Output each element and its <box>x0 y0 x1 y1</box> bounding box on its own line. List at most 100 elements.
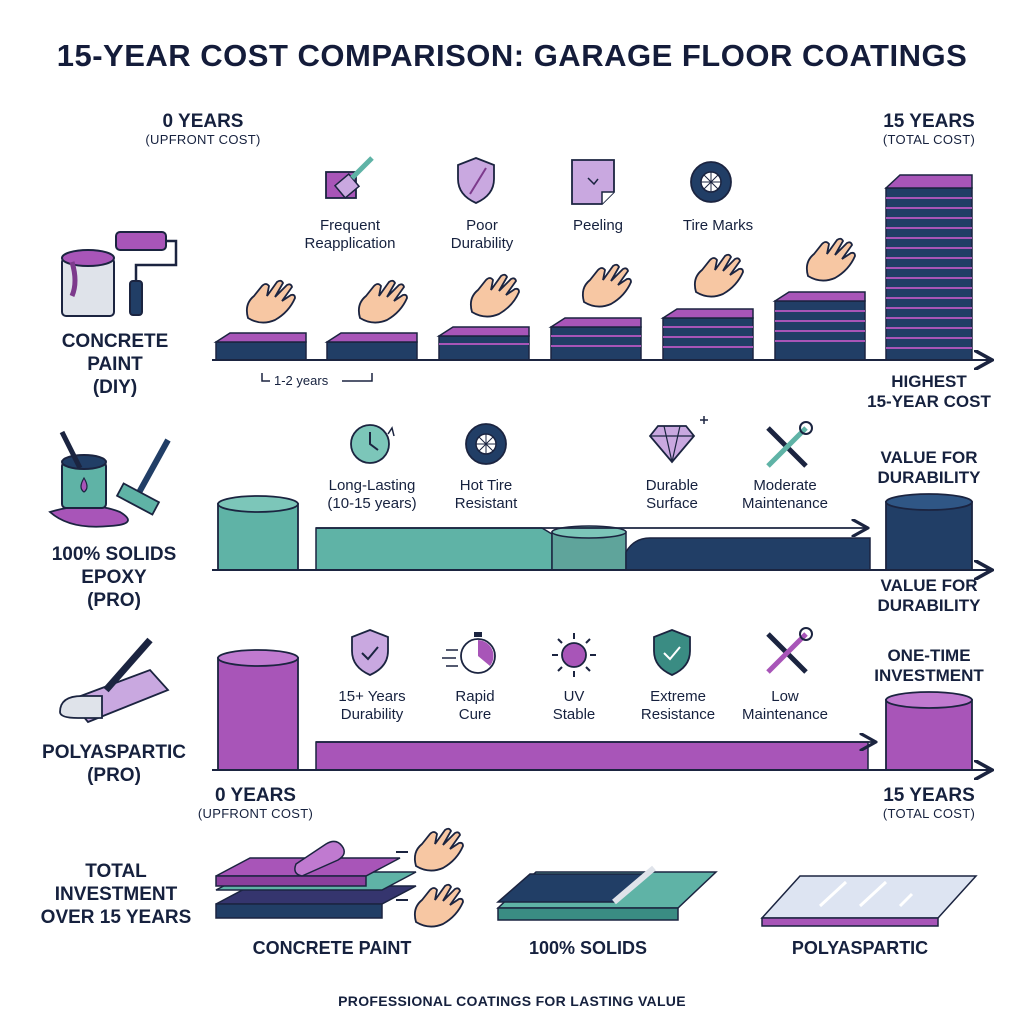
end-sublabel: (TOTAL COST) <box>882 132 976 147</box>
hand-icon <box>693 253 744 298</box>
sun-icon <box>552 633 596 677</box>
row-label-line: PAINT <box>87 354 143 375</box>
interval-label: 1-2 years <box>274 373 329 388</box>
bottom-axis-end: 15 YEARS (TOTAL COST) <box>864 785 994 822</box>
end-label: 15 YEARS <box>883 111 975 132</box>
interval-bracket <box>261 373 373 382</box>
epoxy-can-squeegee-icon <box>48 430 171 528</box>
poly-end-label: ONE-TIME INVESTMENT <box>854 646 1004 686</box>
feature-line: Reapplication <box>304 235 396 252</box>
tools-icon <box>766 421 813 468</box>
row-label-epoxy: 100% SOLIDS EPOXY (PRO) <box>28 543 200 612</box>
total-item-concrete-paint: CONCRETE PAINT <box>252 938 412 958</box>
end-label-line: INVESTMENT <box>874 666 984 685</box>
feature-hot-tire-resistant: Hot Tire Resistant <box>421 477 551 513</box>
feature-extreme-resistance: Extreme Resistance <box>613 688 743 724</box>
diamond-icon <box>648 416 708 464</box>
hand-icon <box>413 827 464 872</box>
row-label-line: 100% SOLIDS <box>51 544 177 565</box>
feature-line: Moderate <box>753 477 817 494</box>
tools-icon <box>766 627 813 674</box>
feature-frequent-reapplication: Frequent Reapplication <box>285 217 415 253</box>
feature-line: Rapid <box>455 688 495 705</box>
feature-line: Maintenance <box>742 706 828 723</box>
dash-marks <box>396 851 408 901</box>
feature-15-years-durability: 15+ Years Durability <box>307 688 437 724</box>
stopwatch-icon <box>442 632 496 674</box>
paint-layer-stack-2 <box>324 332 418 361</box>
paint-can-roller-icon <box>61 231 178 317</box>
end-label-line: VALUE FOR <box>880 576 978 595</box>
paint-layer-stack-1 <box>213 332 307 361</box>
feature-line: Maintenance <box>742 495 828 512</box>
row-label-line: POLYASPARTIC <box>42 742 186 763</box>
epoxy-flow-band-2 <box>625 537 871 571</box>
feature-rapid-cure: Rapid Cure <box>410 688 540 724</box>
paint-end-label: HIGHEST 15-YEAR COST <box>854 372 1004 412</box>
start-sublabel: (UPFRONT COST) <box>197 806 314 821</box>
total-investment-label: TOTAL INVESTMENT OVER 15 YEARS <box>26 860 206 929</box>
paint-brush-icon <box>325 156 374 199</box>
total-label-line: TOTAL <box>85 861 147 882</box>
bottom-axis-start: 0 YEARS (UPFRONT COST) <box>188 785 323 822</box>
feature-line: Poor <box>466 217 498 234</box>
feature-peeling: Peeling <box>533 217 663 235</box>
epoxy-total-bar-top <box>885 493 973 511</box>
polyaspartic-layer-illustration <box>760 875 978 927</box>
feature-line: Low <box>771 688 799 705</box>
feature-line: Hot Tire <box>459 477 513 494</box>
tire-icon <box>690 161 732 203</box>
feature-line: Durability <box>340 706 404 723</box>
feature-line: Peeling <box>572 217 624 234</box>
feature-tire-marks: Tire Marks <box>653 217 783 235</box>
start-label: 0 YEARS <box>162 111 244 132</box>
end-label-line: 15-YEAR COST <box>867 392 991 411</box>
epoxy-recoat-bar-top <box>551 525 627 539</box>
total-label-line: INVESTMENT <box>54 884 178 905</box>
epoxy-end-label-top: VALUE FOR DURABILITY <box>854 448 1004 488</box>
feature-durable-surface: Durable Surface <box>607 477 737 513</box>
check-shield-icon <box>653 629 691 676</box>
poly-flow-band <box>315 741 869 771</box>
epoxy-total-bar <box>885 501 973 571</box>
feature-line: Durable <box>645 477 699 494</box>
paint-layer-stack-5 <box>660 308 754 361</box>
clock-icon <box>350 424 395 464</box>
top-axis-end: 15 YEARS (TOTAL COST) <box>864 111 994 148</box>
feature-line: Durability <box>450 235 514 252</box>
hand-icon <box>581 263 632 308</box>
epoxy-upfront-bar <box>217 503 299 571</box>
page-title: 15-YEAR COST COMPARISON: GARAGE FLOOR CO… <box>56 38 968 73</box>
concrete-paint-layers-illustration <box>215 840 417 919</box>
epoxy-upfront-bar-top <box>217 495 299 513</box>
total-item-polyaspartic: POLYASPARTIC <box>791 938 929 958</box>
feature-line: 15+ Years <box>338 688 406 705</box>
total-label-line: OVER 15 YEARS <box>40 907 192 928</box>
polyaspartic-roller-icon <box>59 637 170 724</box>
feature-line: Resistant <box>454 495 518 512</box>
hand-icon <box>805 237 856 282</box>
feature-line: Surface <box>646 495 698 512</box>
check-shield-icon <box>351 629 389 676</box>
end-label: 15 YEARS <box>883 785 975 806</box>
row-label-line: (DIY) <box>92 377 138 398</box>
broken-shield-icon <box>457 157 495 204</box>
feature-uv-stable: UV Stable <box>509 688 639 724</box>
paint-layer-stack-3 <box>436 326 530 361</box>
footer-tagline: PROFESSIONAL COATINGS FOR LASTING VALUE <box>338 993 686 1009</box>
feature-poor-durability: Poor Durability <box>417 217 547 253</box>
end-label-line: HIGHEST <box>891 372 967 391</box>
epoxy-layers-illustration <box>496 865 718 921</box>
total-item-epoxy: 100% SOLIDS <box>528 938 648 958</box>
peeling-tile-icon <box>571 159 615 205</box>
row-label-line: (PRO) <box>87 765 141 786</box>
tire-icon <box>465 423 507 465</box>
poly-upfront-bar <box>217 657 299 771</box>
start-sublabel: (UPFRONT COST) <box>145 132 261 147</box>
end-label-line: ONE-TIME <box>887 646 971 665</box>
feature-line: Tire Marks <box>682 217 754 234</box>
feature-low-maintenance: Low Maintenance <box>720 688 850 724</box>
feature-line: Cure <box>458 706 492 723</box>
start-label: 0 YEARS <box>215 785 296 806</box>
